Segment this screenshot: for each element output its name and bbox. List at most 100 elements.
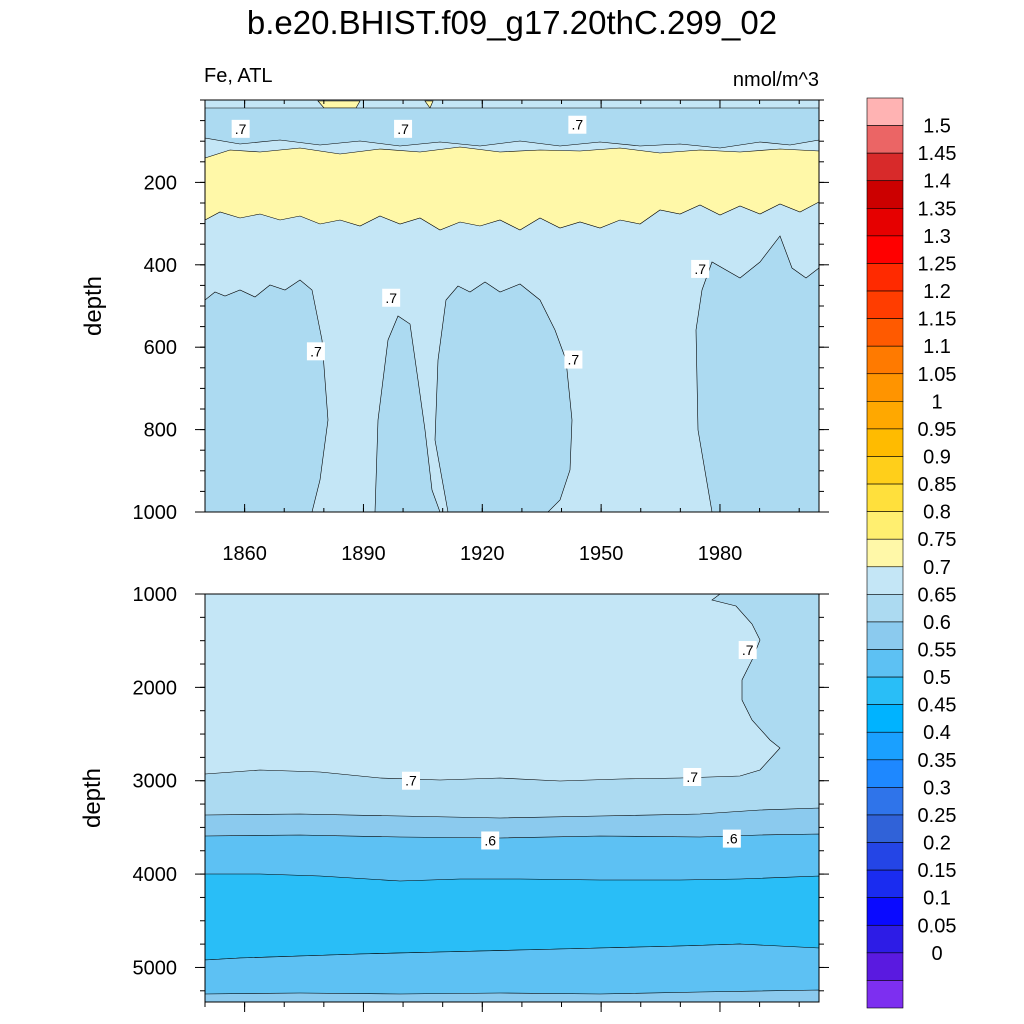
contour-label: .7 xyxy=(568,352,580,368)
colorbar-label: 0.1 xyxy=(923,888,951,910)
colorbar-swatch xyxy=(866,97,904,126)
upper-deep-region-3 xyxy=(434,281,573,513)
colorbar-swatch xyxy=(866,345,904,375)
upper-xtick-label: 1980 xyxy=(698,543,743,565)
contour-label: .7 xyxy=(235,121,247,137)
upper-ylabel: depth xyxy=(80,276,107,336)
contour-label: .7 xyxy=(686,769,698,785)
contour-label-box xyxy=(306,342,325,361)
contour-label-box xyxy=(683,767,702,786)
colorbar-swatch xyxy=(866,208,904,237)
colorbar-swatch xyxy=(866,235,904,264)
lower-panel: 1000 2000 3000 4000 5000 .7 .7 .7 .6 .6 depth xyxy=(79,584,829,1012)
colorbar-label: 0.9 xyxy=(923,446,951,468)
upper-xtick-label: 1950 xyxy=(579,543,624,565)
colorbar-label: 0.4 xyxy=(923,722,951,744)
upper-xtick-label: 1890 xyxy=(341,543,386,565)
colorbar-label: 0.6 xyxy=(923,612,951,634)
upper-top-blob-2 xyxy=(424,100,434,109)
upper-ytick-label: 600 xyxy=(144,337,177,359)
colorbar-swatch xyxy=(866,428,904,457)
contour-label: .7 xyxy=(405,773,417,789)
colorbar-label: 0.8 xyxy=(923,502,951,524)
upper-surface-band xyxy=(204,107,820,149)
colorbar-swatch xyxy=(866,952,904,981)
contour-label: .6 xyxy=(484,832,496,848)
colorbar-swatch xyxy=(866,373,904,402)
colorbar-label: 0 xyxy=(931,943,942,965)
colorbar-label: 0.55 xyxy=(918,640,957,662)
colorbar-swatch xyxy=(866,125,904,154)
chart-title: b.e20.BHIST.f09_g17.20thC.299_02 xyxy=(246,4,778,41)
contour-label-box xyxy=(382,288,401,307)
contour-label-box xyxy=(738,641,757,660)
lower-ytick-label: 5000 xyxy=(133,957,178,979)
colorbar-swatch xyxy=(866,814,904,843)
lower-ytick-label: 2000 xyxy=(133,677,178,699)
upper-band-0.75 xyxy=(204,146,820,231)
colorbar-swatch xyxy=(866,594,904,623)
colorbar-label: 1.2 xyxy=(923,281,951,303)
colorbar-label: 1.15 xyxy=(918,309,957,331)
colorbar: 1.5 1.45 1.4 1.35 1.3 1.25 1.2 1.15 1.1 1.05 1 0.95… xyxy=(866,97,957,1009)
colorbar-label: 0.7 xyxy=(923,557,951,579)
lower-ytick-label: 3000 xyxy=(133,771,178,793)
upper-ytick-label: 400 xyxy=(144,255,177,277)
colorbar-label: 0.25 xyxy=(918,805,957,827)
colorbar-label: 0.15 xyxy=(918,860,957,882)
contour-label-box xyxy=(564,350,583,369)
upper-deep-region-1 xyxy=(204,279,329,513)
upper-ytick-label: 800 xyxy=(144,420,177,442)
contour-label: .7 xyxy=(397,121,409,137)
lower-ytick-label: 4000 xyxy=(133,864,178,886)
contour-label-box xyxy=(481,831,500,850)
contour-label-box xyxy=(568,115,587,134)
colorbar-swatch xyxy=(866,180,904,209)
upper-panel: Fe, ATL nmol/m^3 1860 1890 1920 1950 1980 20… xyxy=(80,65,829,565)
upper-right-string: nmol/m^3 xyxy=(733,69,819,91)
colorbar-swatch xyxy=(866,787,904,816)
colorbar-label: 0.75 xyxy=(918,529,957,551)
upper-deep-region-2 xyxy=(374,315,441,513)
colorbar-label: 0.5 xyxy=(923,667,951,689)
upper-left-string: Fe, ATL xyxy=(204,65,273,87)
colorbar-swatch xyxy=(866,980,904,1009)
colorbar-swatch xyxy=(866,649,904,678)
colorbar-swatch xyxy=(866,538,904,568)
contour-label: .7 xyxy=(385,290,397,306)
colorbar-swatch xyxy=(866,731,904,761)
colorbar-label: 1.5 xyxy=(923,116,951,138)
colorbar-label: 0.35 xyxy=(918,750,957,772)
lower-ylabel: depth xyxy=(79,768,106,828)
contour-label-box xyxy=(231,119,250,138)
colorbar-swatch xyxy=(866,511,904,540)
contour-label: .7 xyxy=(572,117,584,133)
colorbar-swatch xyxy=(866,704,904,733)
colorbar-swatch xyxy=(866,483,904,512)
colorbar-label: 1.1 xyxy=(923,336,951,358)
colorbar-label: 0.65 xyxy=(918,584,957,606)
colorbar-label: 0.95 xyxy=(918,419,957,441)
colorbar-swatch xyxy=(866,401,904,430)
lower-frame xyxy=(204,593,820,1003)
colorbar-swatch xyxy=(866,842,904,871)
colorbar-label: 1.45 xyxy=(918,143,957,165)
upper-xtick-label: 1860 xyxy=(222,543,267,565)
lower-ytick-label: 1000 xyxy=(133,584,178,606)
colorbar-swatch xyxy=(866,869,904,898)
contour-label-box xyxy=(394,119,413,138)
colorbar-swatch xyxy=(866,759,904,788)
colorbar-label: 1 xyxy=(931,391,942,413)
contour-label: .7 xyxy=(310,343,322,359)
colorbar-label: 1.05 xyxy=(918,364,957,386)
colorbar-swatch xyxy=(866,456,904,485)
colorbar-label: 1.25 xyxy=(918,253,957,275)
colorbar-swatch xyxy=(866,290,904,319)
colorbar-swatch xyxy=(866,676,904,705)
contour-label: .6 xyxy=(726,831,738,847)
colorbar-swatch xyxy=(866,924,904,954)
colorbar-swatch xyxy=(866,152,904,182)
contour-label-box xyxy=(722,829,741,848)
contour-label-box xyxy=(401,771,420,790)
